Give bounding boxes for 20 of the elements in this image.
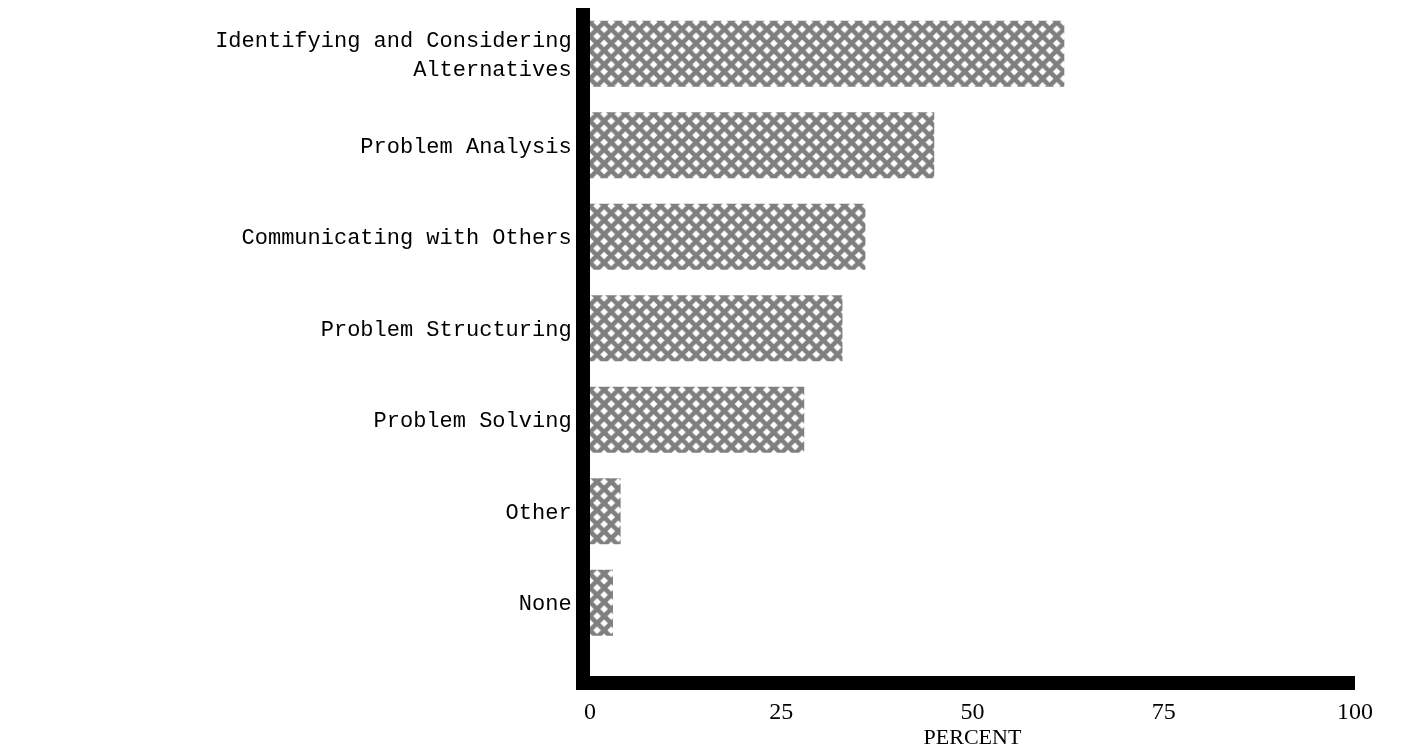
bar [590, 569, 613, 636]
y-tick-label: None [518, 592, 572, 618]
y-tick-label: Problem Analysis [360, 134, 572, 160]
bar [590, 478, 621, 545]
x-tick-label: 75 [1151, 697, 1176, 724]
x-tick-label: 0 [584, 697, 596, 724]
x-tick-label: 100 [1337, 697, 1373, 724]
x-axis-title: PERCENT [923, 723, 1022, 749]
bar [590, 20, 1065, 87]
y-tick-label: Problem Solving [373, 409, 572, 435]
bar [590, 295, 843, 362]
y-tick-label: Communicating with Others [241, 226, 572, 252]
bar [590, 112, 935, 179]
x-tick-label: 50 [960, 697, 985, 724]
bar [590, 386, 805, 453]
y-tick-label: Other [505, 500, 572, 526]
x-tick-label: 25 [769, 697, 794, 724]
y-tick-label: Problem Structuring [320, 317, 572, 343]
y-tick-label: Identifying and Considering Alternatives [215, 29, 572, 83]
bar [590, 203, 866, 270]
